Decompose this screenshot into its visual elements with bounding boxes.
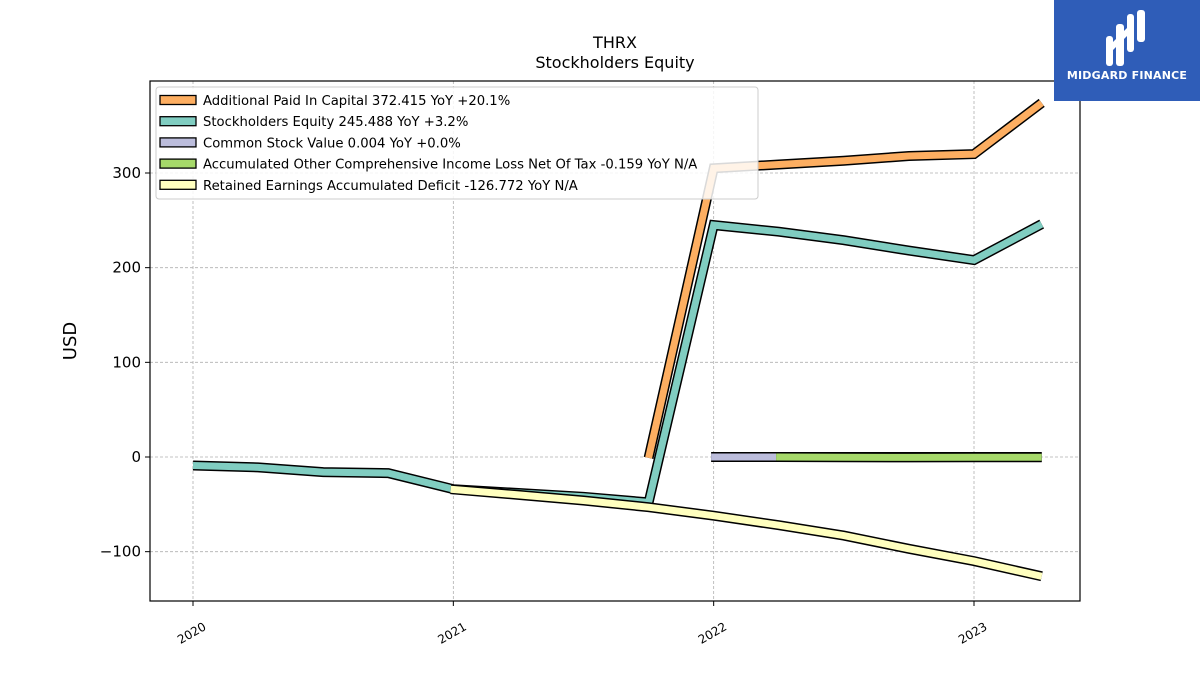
chart-subtitle: Stockholders Equity: [0, 53, 1200, 72]
brand-logo: MIDGARD FINANCE: [1054, 0, 1200, 101]
y-tick-label: 300: [112, 164, 141, 182]
chart-title: THRX: [0, 33, 1200, 52]
x-tick-label: 2023: [956, 619, 989, 646]
legend-swatch-1: [160, 117, 196, 126]
legend-label-1: Stockholders Equity 245.488 YoY +3.2%: [203, 115, 468, 130]
series-line-4: [451, 489, 1042, 576]
legend: Additional Paid In Capital 372.415 YoY +…: [156, 87, 758, 199]
legend-label-0: Additional Paid In Capital 372.415 YoY +…: [203, 94, 510, 109]
axis-ticks: −100 0 100 200 300 2020 2021 2022 2023: [100, 164, 990, 647]
y-axis-label: USD: [60, 322, 81, 360]
x-tick-label: 2020: [175, 619, 208, 646]
legend-swatch-3: [160, 159, 196, 168]
legend-swatch-2: [160, 138, 196, 147]
x-tick-label: 2021: [435, 619, 468, 646]
y-tick-label: 200: [112, 259, 141, 277]
legend-swatch-4: [160, 180, 196, 189]
x-tick-label: 2022: [696, 619, 729, 646]
y-tick-label: −100: [100, 543, 141, 561]
brand-name: MIDGARD FINANCE: [1054, 69, 1200, 82]
brand-mark-icon: [1054, 0, 1200, 72]
legend-label-3: Accumulated Other Comprehensive Income L…: [203, 158, 697, 173]
legend-label-4: Retained Earnings Accumulated Deficit -1…: [203, 179, 578, 194]
legend-label-2: Common Stock Value 0.004 YoY +0.0%: [203, 136, 461, 151]
y-tick-label: 100: [112, 353, 141, 371]
y-tick-label: 0: [131, 448, 141, 466]
legend-swatch-0: [160, 96, 196, 105]
series-outline-4: [451, 489, 1042, 576]
